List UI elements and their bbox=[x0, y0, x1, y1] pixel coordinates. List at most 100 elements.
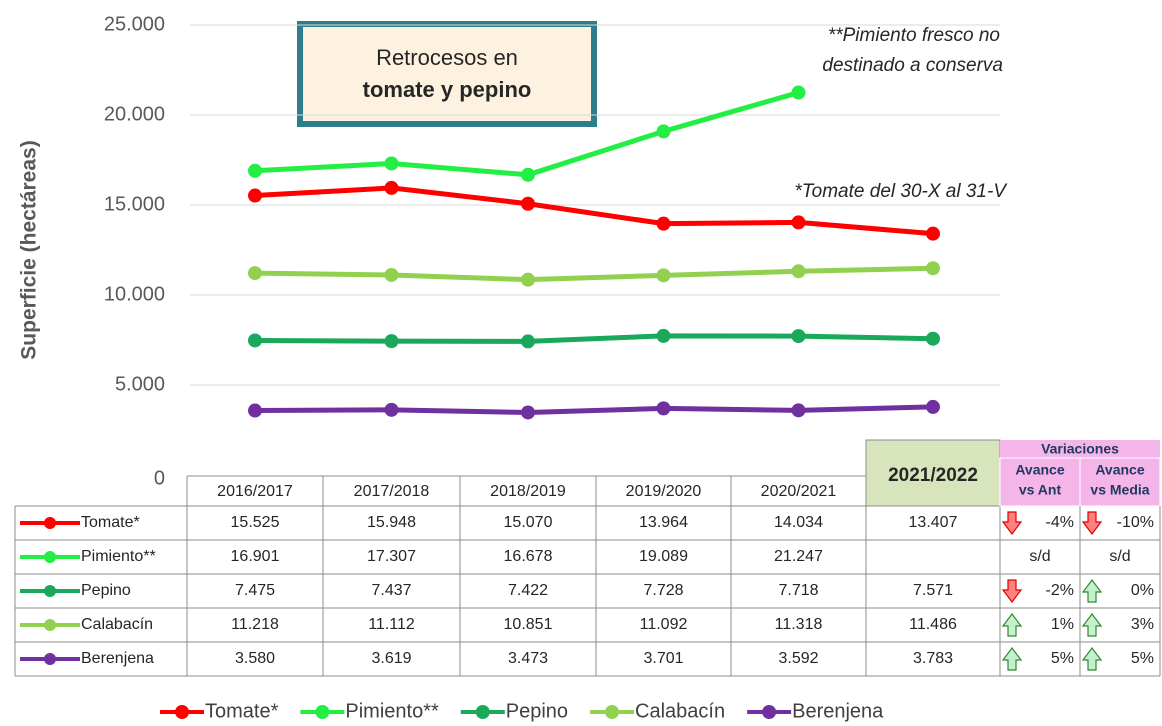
table-value: 15.948 bbox=[367, 514, 416, 531]
category-label: 2016/2017 bbox=[217, 483, 293, 500]
legend-dot bbox=[175, 705, 189, 719]
variations-header-text: vs Ant bbox=[1019, 482, 1062, 498]
table-value: 15.070 bbox=[504, 514, 553, 531]
row-marker-dot bbox=[44, 619, 56, 631]
legend-label: Tomate* bbox=[205, 700, 279, 722]
table-value: 3.783 bbox=[913, 650, 953, 667]
series-point bbox=[926, 331, 940, 346]
row-marker-dot bbox=[44, 653, 56, 665]
legend-dot bbox=[475, 705, 490, 719]
series-point bbox=[791, 403, 806, 418]
variation-arrow bbox=[1081, 613, 1103, 637]
series-point bbox=[384, 156, 399, 171]
table-value: 16.678 bbox=[504, 548, 553, 565]
variation-arrow bbox=[1081, 579, 1103, 603]
y-tick-label: 0 bbox=[154, 467, 165, 489]
variations-header-text: Avance bbox=[1015, 462, 1065, 478]
variation-arrow bbox=[1001, 511, 1023, 535]
table-value: 10.851 bbox=[504, 616, 553, 633]
category-label: 2018/2019 bbox=[490, 483, 566, 500]
series-point bbox=[926, 226, 940, 241]
y-tick-label: 10.000 bbox=[104, 283, 165, 305]
series-point bbox=[521, 167, 535, 182]
variation-value: -4% bbox=[1046, 514, 1074, 531]
table-value: 16.901 bbox=[231, 548, 280, 565]
legend-dot bbox=[762, 705, 777, 719]
table-value: 3.592 bbox=[778, 650, 818, 667]
series-point bbox=[384, 180, 399, 195]
variations-header-text: Avance bbox=[1095, 462, 1145, 478]
variation-value: -10% bbox=[1117, 514, 1154, 531]
table-value: 19.089 bbox=[639, 548, 688, 565]
table-value: 7.475 bbox=[235, 582, 275, 599]
row-marker-dot bbox=[44, 585, 56, 597]
note: *Tomate del 30-X al 31-V bbox=[794, 181, 1008, 202]
table-value: 3.619 bbox=[371, 650, 411, 667]
series-point bbox=[521, 196, 535, 211]
variations-title: Variaciones bbox=[1041, 441, 1119, 457]
table-value: 7.437 bbox=[371, 582, 411, 599]
category-label: 2017/2018 bbox=[354, 483, 430, 500]
row-label: Berenjena bbox=[81, 650, 154, 667]
series-line bbox=[254, 185, 934, 237]
variations-header bbox=[1000, 440, 1160, 458]
table-value: 21.247 bbox=[774, 548, 823, 565]
table-value: 11.092 bbox=[640, 616, 688, 633]
y-tick-label: 15.000 bbox=[104, 193, 165, 215]
legend-label: Calabacín bbox=[635, 700, 725, 722]
variation-arrow bbox=[1001, 647, 1023, 671]
variation-value: -2% bbox=[1046, 582, 1074, 599]
legend-label: Pepino bbox=[506, 700, 568, 722]
table-value: 15.525 bbox=[231, 514, 280, 531]
y-axis-label: Superficie (hectáreas) bbox=[18, 140, 41, 359]
series-point bbox=[521, 334, 535, 349]
series-point bbox=[791, 85, 806, 100]
note: destinado a conserva bbox=[822, 55, 1003, 76]
series-point bbox=[656, 216, 671, 231]
y-tick-label: 25.000 bbox=[104, 13, 165, 35]
variation-value: s/d bbox=[1029, 548, 1050, 565]
legend-dot bbox=[605, 705, 620, 719]
last-header bbox=[865, 439, 1001, 507]
table-value: 3.580 bbox=[235, 650, 275, 667]
series-point bbox=[926, 399, 940, 414]
callout-box bbox=[297, 21, 597, 127]
row-label: Calabacín bbox=[81, 616, 153, 633]
variation-value: 0% bbox=[1131, 582, 1154, 599]
series-point bbox=[656, 401, 671, 416]
category-label: 2019/2020 bbox=[626, 483, 702, 500]
variations-header-text: vs Media bbox=[1090, 482, 1149, 498]
callout-text: tomate y pepino bbox=[363, 77, 532, 102]
series-point bbox=[656, 328, 671, 343]
variation-arrow bbox=[1081, 647, 1103, 671]
series-point bbox=[656, 124, 671, 139]
note: **Pimiento fresco no bbox=[828, 25, 1000, 46]
variation-value: 1% bbox=[1051, 616, 1074, 633]
variation-value: 5% bbox=[1131, 650, 1154, 667]
series-point bbox=[248, 266, 262, 281]
table-value: 11.318 bbox=[775, 616, 823, 633]
series-point bbox=[791, 329, 806, 344]
series-point bbox=[384, 402, 399, 417]
row-label: Pimiento** bbox=[81, 548, 156, 565]
series-point bbox=[521, 272, 535, 287]
series-point bbox=[248, 188, 262, 203]
series-point bbox=[791, 264, 806, 279]
series-point bbox=[926, 261, 940, 276]
variation-value: 5% bbox=[1051, 650, 1074, 667]
variation-arrow bbox=[1001, 613, 1023, 637]
row-marker-dot bbox=[44, 517, 56, 529]
series-line bbox=[254, 333, 934, 344]
variations-header bbox=[1079, 457, 1161, 507]
row-label: Pepino bbox=[81, 582, 131, 599]
table-value: 7.422 bbox=[508, 582, 548, 599]
legend-dot bbox=[315, 705, 330, 719]
series-line bbox=[254, 404, 934, 415]
series-line bbox=[254, 265, 934, 283]
table-value: 7.728 bbox=[643, 582, 683, 599]
callout-text: Retrocesos en bbox=[376, 45, 518, 70]
row-label: Tomate* bbox=[81, 514, 140, 531]
variation-arrow bbox=[1081, 511, 1103, 535]
row-marker-dot bbox=[44, 551, 56, 563]
